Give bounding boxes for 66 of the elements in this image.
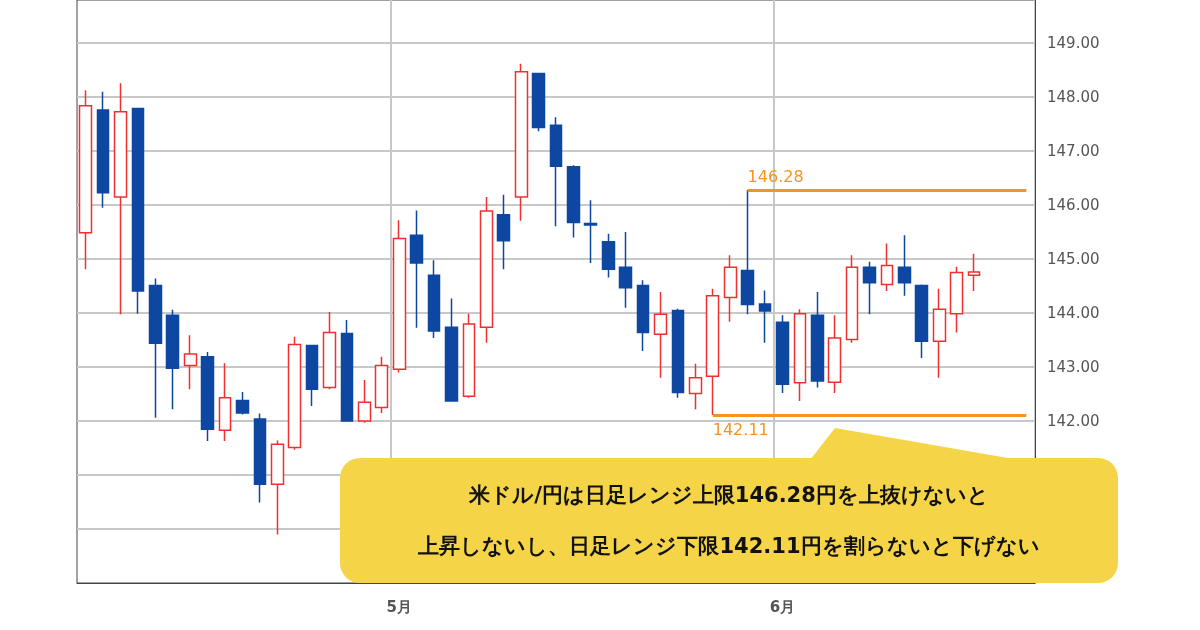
y-tick-label: 143.00 [1047, 358, 1100, 377]
candlestick [253, 412, 267, 504]
y-tick-label: 148.00 [1047, 88, 1100, 107]
candlestick [758, 289, 772, 344]
candlestick [357, 379, 372, 424]
candlestick [583, 199, 598, 264]
candlestick [688, 363, 703, 410]
x-tick-label: 6月 [769, 597, 796, 616]
candlestick [514, 62, 529, 222]
candlestick [845, 254, 859, 344]
candlestick [496, 194, 511, 271]
candlestick [618, 231, 633, 309]
candlestick [200, 351, 215, 442]
candlestick [880, 242, 894, 292]
candlestick [148, 277, 163, 419]
candlestick [566, 164, 581, 239]
candlestick [827, 314, 842, 394]
annotation: 上昇しないし、日足レンジ下限142.11円を割らないと下げない [418, 532, 1040, 560]
candlestick [235, 391, 250, 416]
y-tick-label: 149.00 [1047, 34, 1100, 53]
candlestick [270, 439, 285, 536]
y-tick-label: 146.00 [1047, 196, 1100, 215]
candlestick [897, 234, 912, 297]
candlestick [740, 189, 755, 315]
candlestick [862, 261, 877, 315]
candlestick [287, 336, 302, 451]
candlestick [549, 116, 563, 227]
candlestick [914, 283, 929, 359]
candlestick [967, 252, 981, 292]
candlestick [322, 311, 337, 390]
candlestick [374, 356, 389, 414]
candlestick [462, 312, 476, 399]
candlestick [218, 362, 232, 442]
ref-line-label: 146.28 [747, 166, 804, 186]
candlestick [305, 344, 319, 407]
y-tick-label: 147.00 [1047, 142, 1100, 161]
y-tick-label: 144.00 [1047, 304, 1100, 323]
candlestick [949, 265, 964, 334]
candlestick [479, 196, 494, 344]
x-tick-label: 5月 [386, 597, 412, 616]
candlestick [392, 219, 407, 374]
y-tick-label: 145.00 [1047, 250, 1100, 269]
candlestick [78, 89, 93, 271]
candlestick [932, 288, 947, 379]
candlestick [723, 254, 738, 323]
candlestick [636, 279, 650, 352]
candlestick [96, 91, 110, 209]
candlestick [340, 319, 354, 422]
candlestick [775, 314, 790, 394]
candlestick [653, 291, 668, 379]
candlestick [427, 259, 441, 339]
candlestick [183, 334, 198, 390]
annotation: 米ドル/円は日足レンジ上限146.28円を上抜けないと [469, 481, 989, 509]
y-tick-label: 142.00 [1047, 412, 1100, 431]
candlestick [705, 288, 720, 416]
candlestick [810, 291, 825, 389]
candlestick [671, 308, 685, 399]
candlestick [793, 308, 807, 402]
candlestick [165, 309, 180, 410]
ref-line-label: 142.11 [712, 419, 769, 439]
candlestick [531, 72, 546, 132]
candlestick [113, 82, 128, 315]
candlestick [444, 297, 459, 402]
candlestick [601, 232, 616, 279]
candlestick [131, 107, 145, 315]
candlestick [409, 209, 424, 329]
